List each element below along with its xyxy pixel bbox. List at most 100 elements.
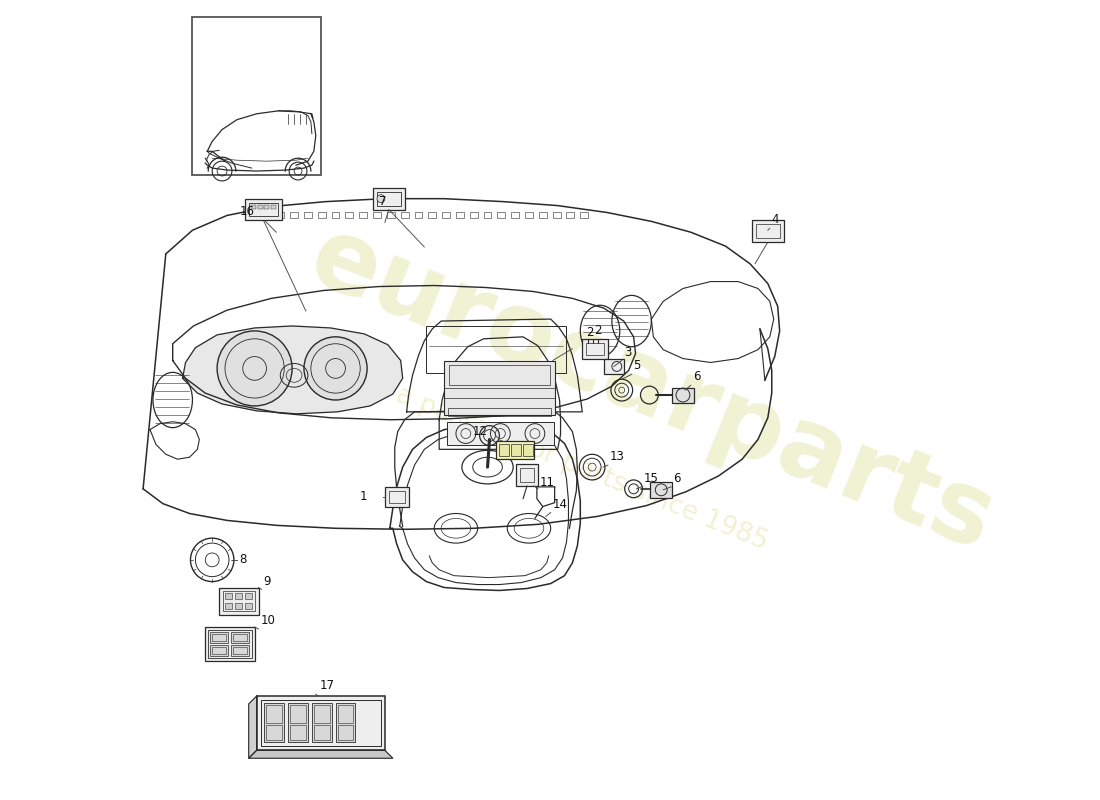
Bar	[582, 339, 608, 358]
Text: 5: 5	[634, 359, 641, 372]
Text: 8: 8	[239, 554, 246, 566]
Bar	[336, 703, 355, 742]
Bar	[516, 464, 538, 486]
Bar	[290, 725, 306, 741]
Bar	[231, 632, 249, 642]
Bar	[512, 213, 519, 218]
Bar	[212, 646, 226, 654]
Bar	[650, 482, 672, 498]
Text: 11: 11	[540, 476, 554, 489]
Bar	[449, 366, 550, 385]
Bar	[256, 696, 385, 750]
Bar	[288, 703, 308, 742]
Ellipse shape	[304, 337, 367, 400]
Text: 17: 17	[320, 679, 334, 692]
Bar	[223, 591, 254, 611]
Bar	[318, 213, 326, 218]
Bar	[552, 213, 561, 218]
Bar	[484, 213, 492, 218]
Bar	[231, 645, 249, 656]
Bar	[249, 202, 278, 217]
Text: 4: 4	[772, 214, 779, 226]
Bar	[752, 220, 783, 242]
Bar	[235, 594, 242, 599]
Text: 14: 14	[552, 498, 568, 510]
Bar	[331, 213, 340, 218]
Bar	[235, 603, 242, 610]
Bar	[264, 703, 284, 742]
Bar	[312, 703, 331, 742]
Text: 1: 1	[360, 490, 367, 503]
Bar	[581, 213, 589, 218]
Bar	[192, 17, 321, 175]
Bar	[444, 361, 554, 415]
Text: 10: 10	[261, 614, 275, 627]
Bar	[276, 213, 284, 218]
Bar	[272, 205, 276, 209]
Bar	[219, 587, 258, 615]
Text: 7: 7	[379, 194, 387, 207]
Text: 9: 9	[264, 574, 271, 587]
Text: 13: 13	[609, 450, 625, 463]
Bar	[245, 603, 252, 610]
Bar	[314, 705, 330, 722]
Bar	[427, 326, 566, 374]
Bar	[525, 213, 532, 218]
Polygon shape	[183, 326, 403, 414]
Bar	[314, 725, 330, 741]
Bar	[586, 342, 604, 354]
Bar	[448, 408, 551, 416]
Bar	[233, 634, 246, 641]
Bar	[245, 198, 283, 220]
Bar	[385, 487, 408, 506]
Bar	[497, 213, 505, 218]
Bar	[257, 205, 263, 209]
Bar	[210, 645, 228, 656]
Bar	[266, 705, 283, 722]
Text: 2: 2	[594, 324, 602, 337]
Bar	[539, 213, 547, 218]
Bar	[388, 490, 405, 502]
Bar	[245, 594, 252, 599]
Bar	[447, 422, 553, 446]
Bar	[360, 213, 367, 218]
Polygon shape	[249, 750, 393, 758]
Bar	[373, 213, 381, 218]
Bar	[428, 213, 437, 218]
Bar	[756, 224, 780, 238]
Bar	[208, 630, 252, 658]
Text: 12: 12	[473, 425, 487, 438]
Bar	[206, 627, 254, 661]
Bar	[210, 632, 228, 642]
Bar	[470, 213, 477, 218]
Text: 6: 6	[673, 472, 681, 485]
Bar	[373, 188, 405, 210]
Bar	[290, 705, 306, 722]
Text: 16: 16	[240, 206, 254, 218]
Bar	[304, 213, 312, 218]
Ellipse shape	[377, 194, 385, 202]
Bar	[290, 213, 298, 218]
Polygon shape	[249, 696, 256, 758]
Text: 3: 3	[624, 346, 631, 358]
Bar	[251, 205, 255, 209]
Bar	[338, 725, 353, 741]
Bar	[338, 705, 353, 722]
Bar	[566, 213, 574, 218]
Bar	[387, 213, 395, 218]
Bar	[520, 468, 534, 482]
Text: eurocarparts: eurocarparts	[296, 209, 1008, 571]
Bar	[512, 445, 521, 456]
Bar	[499, 445, 509, 456]
Bar	[377, 192, 400, 206]
Bar	[456, 213, 464, 218]
Text: 6: 6	[693, 370, 701, 383]
Bar	[212, 634, 226, 641]
Bar	[442, 213, 450, 218]
Bar	[261, 700, 381, 746]
Bar	[672, 388, 694, 403]
Bar	[226, 603, 232, 610]
Ellipse shape	[217, 331, 293, 406]
Bar	[345, 213, 353, 218]
Text: 2: 2	[586, 326, 594, 339]
